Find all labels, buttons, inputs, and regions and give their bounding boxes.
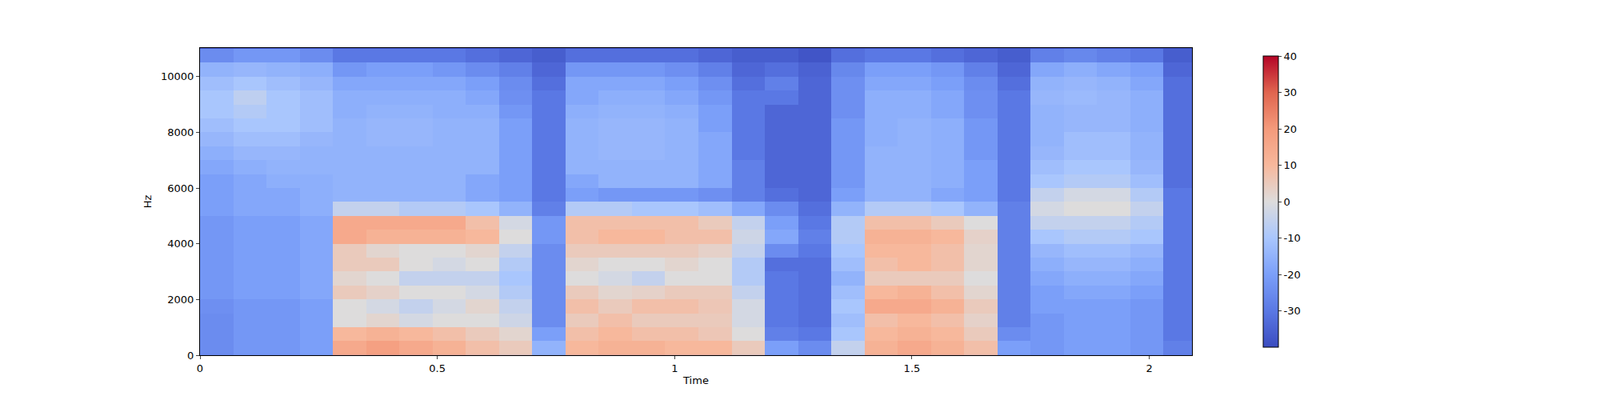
svg-text:4000: 4000 <box>167 237 194 250</box>
svg-text:40: 40 <box>1284 50 1298 63</box>
svg-text:8000: 8000 <box>167 126 194 139</box>
svg-text:0: 0 <box>196 362 204 375</box>
svg-text:30: 30 <box>1284 86 1298 99</box>
svg-text:-30: -30 <box>1284 304 1301 317</box>
svg-text:1.5: 1.5 <box>904 362 921 375</box>
svg-text:1: 1 <box>671 362 678 375</box>
svg-text:2: 2 <box>1145 362 1152 375</box>
svg-text:20: 20 <box>1284 123 1298 136</box>
svg-text:0: 0 <box>1284 196 1291 208</box>
svg-text:10: 10 <box>1284 159 1298 172</box>
svg-text:6000: 6000 <box>167 182 194 195</box>
svg-text:Time: Time <box>682 374 709 387</box>
svg-text:-20: -20 <box>1284 268 1301 281</box>
svg-text:-10: -10 <box>1284 232 1301 244</box>
svg-text:Hz: Hz <box>141 195 154 209</box>
svg-text:2000: 2000 <box>167 293 194 306</box>
svg-text:0.5: 0.5 <box>428 362 446 375</box>
svg-text:0: 0 <box>187 349 194 362</box>
svg-text:10000: 10000 <box>160 70 194 83</box>
